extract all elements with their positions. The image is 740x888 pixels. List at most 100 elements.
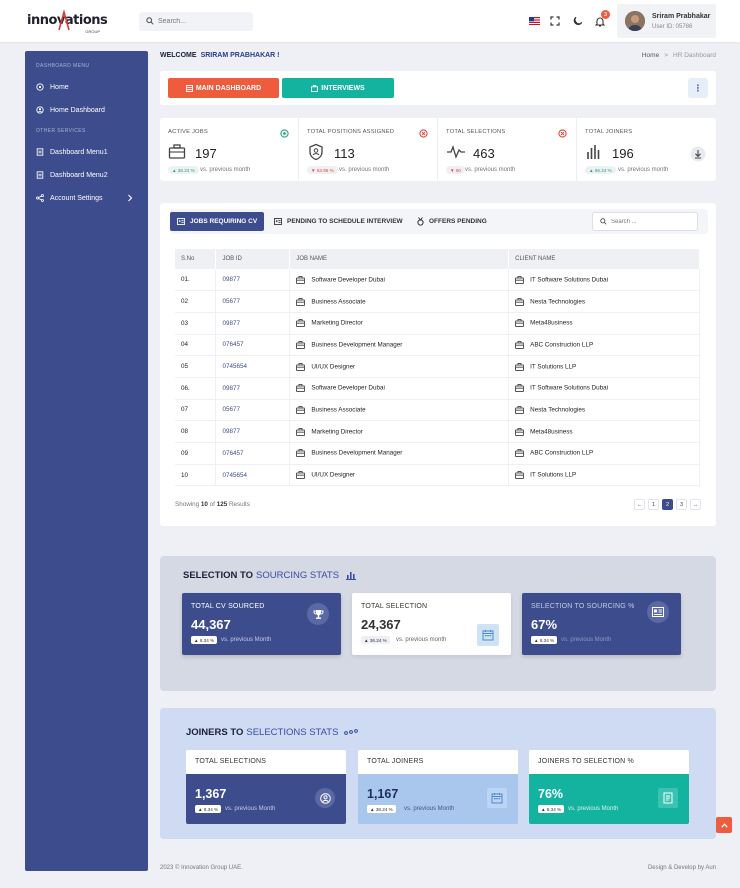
sidebar-item-home-dashboard[interactable]: Home Dashboard — [36, 103, 141, 117]
user-id: User ID: 05786 — [652, 24, 693, 30]
table-search-input[interactable] — [611, 216, 691, 228]
sidebar-item-dashboard-menu2[interactable]: Dashboard Menu2 — [36, 168, 141, 182]
pagination-page[interactable]: 3 — [676, 499, 687, 510]
stat-total-positions: TOTAL POSITIONS ASSIGNED 113 ▼ 63.96 % v… — [299, 118, 438, 181]
column-header[interactable]: S.No — [175, 249, 217, 269]
brand-logo[interactable]: innovations GROUP — [27, 10, 108, 34]
summary-prefix: Showing — [175, 501, 200, 508]
table-search[interactable] — [592, 212, 698, 231]
table-row[interactable]: 01. 09877 Software Developer Dubai IT Softw… — [175, 269, 700, 292]
header-search-input[interactable] — [158, 15, 248, 28]
pagination-prev[interactable]: ← — [634, 499, 645, 510]
cell-client-name: IT Software Solutions Dubai — [508, 269, 700, 292]
briefcase-icon — [515, 362, 530, 371]
section-title: SELECTION TO SOURCING STATS — [183, 570, 357, 581]
table-row[interactable]: 02 05677 Business Associate Nesta Technolog… — [175, 290, 700, 313]
sidebar-item-home[interactable]: Home — [36, 80, 141, 94]
flag-icon[interactable] — [527, 14, 541, 28]
table-row[interactable]: 07 05677 Business Associate Nesta Technolog… — [175, 399, 700, 422]
card-value: 76% — [538, 787, 564, 801]
card-change-badge: ▲ 8.34 % — [191, 636, 218, 644]
header-search[interactable] — [139, 12, 253, 31]
cell-job-id[interactable]: 09877 — [215, 312, 291, 335]
sidebar-item-account-settings[interactable]: Account Settings — [36, 191, 141, 205]
briefcase-icon — [515, 275, 530, 284]
cell-job-id[interactable]: 05677 — [215, 399, 291, 422]
cell-job-name: UI/UX Designer — [289, 464, 510, 487]
cell-sno: 08 — [175, 420, 217, 443]
breadcrumb-home[interactable]: Home — [641, 52, 660, 59]
client-name-text: IT Software Solutions Dubai — [530, 276, 609, 284]
tab-label: OFFERS PENDING — [429, 218, 487, 225]
column-header[interactable]: JOB NAME — [289, 249, 510, 269]
cell-job-id[interactable]: 0745654 — [215, 355, 291, 378]
welcome-name: SRIRAM PRABHAKAR ! — [200, 52, 280, 59]
job-name-text: Software Developer Dubai — [311, 384, 385, 392]
download-icon[interactable] — [690, 146, 706, 162]
tab-main-dashboard[interactable]: MAIN DASHBOARD — [168, 78, 279, 98]
pagination-summary: Showing 10 of 125 Results — [175, 501, 250, 508]
table-row[interactable]: 09 076457 Business Development Manager ABC … — [175, 442, 700, 465]
tab-interviews[interactable]: INTERVIEWS — [282, 78, 394, 98]
sidebar-section-label: OTHER SERVICES — [36, 128, 86, 134]
tab-jobs-requiring-cv[interactable]: JOBS REQUIRING CV — [170, 212, 265, 231]
table-row[interactable]: 06. 09877 Software Developer Dubai IT Softw… — [175, 377, 700, 400]
calendar-icon — [487, 788, 507, 808]
jobs-table: S.No JOB ID JOB NAME CLIENT NAME 01. 0987… — [175, 249, 700, 487]
tab-label: JOBS REQUIRING CV — [190, 218, 258, 225]
cell-job-name: Marketing Director — [289, 312, 510, 335]
search-icon — [146, 17, 154, 25]
tab-offers-pending[interactable]: OFFERS PENDING — [417, 212, 487, 231]
briefcase-icon — [296, 340, 311, 349]
job-name-text: UI/UX Designer — [311, 471, 356, 479]
activity-pulse-icon — [447, 145, 465, 159]
stats-row: ACTIVE JOBS 197 ▲ 36.24 % vs. previous m… — [160, 118, 716, 181]
table-header-row: S.No JOB ID JOB NAME CLIENT NAME — [175, 249, 700, 269]
pagination-page[interactable]: 1 — [648, 499, 659, 510]
table-row[interactable]: 10 0745654 UI/UX Designer IT Solutions LLP — [175, 464, 700, 487]
notification-badge: 3 — [601, 10, 610, 19]
column-header[interactable]: JOB ID — [215, 249, 291, 269]
cell-job-id[interactable]: 076457 — [215, 442, 291, 465]
footer-credit: Design & Develop by Aun — [647, 865, 716, 871]
table-row[interactable]: 08 09877 Marketing Director Meta48usiness — [175, 420, 700, 443]
cell-job-id[interactable]: 09877 — [215, 377, 291, 400]
briefcase-icon — [311, 84, 319, 92]
client-name-text: IT Software Solutions Dubai — [530, 384, 609, 392]
card-value: 44,367 — [191, 617, 231, 632]
briefcase-icon — [296, 427, 311, 436]
cell-job-id[interactable]: 09877 — [215, 269, 291, 292]
briefcase-icon — [296, 471, 311, 480]
dashboard-tabbar: MAIN DASHBOARD INTERVIEWS ⋮ — [160, 71, 716, 105]
cell-job-id[interactable]: 0745654 — [215, 464, 291, 487]
user-name: Sriram Prabhakar — [652, 13, 711, 20]
pagination-page[interactable]: 2 — [662, 499, 673, 510]
cell-job-id[interactable]: 076457 — [215, 334, 291, 357]
table-row[interactable]: 03 09877 Marketing Director Meta48usiness — [175, 312, 700, 335]
sidebar-item-dashboard-menu1[interactable]: Dashboard Menu1 — [36, 145, 141, 159]
summary-of: of — [209, 501, 215, 508]
section-title-text: SELECTION TO — [183, 570, 254, 581]
more-options-button[interactable]: ⋮ — [688, 78, 708, 98]
briefcase-icon — [296, 362, 311, 371]
card-value: 1,367 — [195, 787, 227, 801]
cell-job-id[interactable]: 09877 — [215, 420, 291, 443]
column-header[interactable]: CLIENT NAME — [508, 249, 700, 269]
table-row[interactable]: 04 076457 Business Development Manager ABC … — [175, 334, 700, 357]
tab-pending-interview[interactable]: PENDING TO SCHEDULE INTERVIEW — [274, 212, 403, 231]
briefcase-icon — [515, 471, 530, 480]
fullscreen-icon[interactable] — [548, 14, 562, 28]
briefcase-icon — [515, 319, 530, 328]
scroll-to-top-button[interactable] — [716, 817, 732, 833]
pagination-next[interactable]: → — [690, 499, 701, 510]
cell-client-name: Nesta Technologies — [508, 399, 700, 422]
summary-total: 125 — [216, 501, 228, 508]
card-title: JOINERS TO SELECTION % — [529, 750, 689, 774]
table-row[interactable]: 05 0745654 UI/UX Designer IT Solutions LLP — [175, 355, 700, 378]
dark-mode-icon[interactable] — [571, 14, 585, 28]
card-value: 67% — [531, 617, 558, 632]
cell-job-id[interactable]: 05677 — [215, 290, 291, 313]
user-menu[interactable]: Sriram Prabhakar User ID: 05786 — [617, 4, 716, 38]
stat-vs-text: vs. previous month — [618, 167, 669, 173]
logo-swoosh-icon — [58, 10, 70, 31]
